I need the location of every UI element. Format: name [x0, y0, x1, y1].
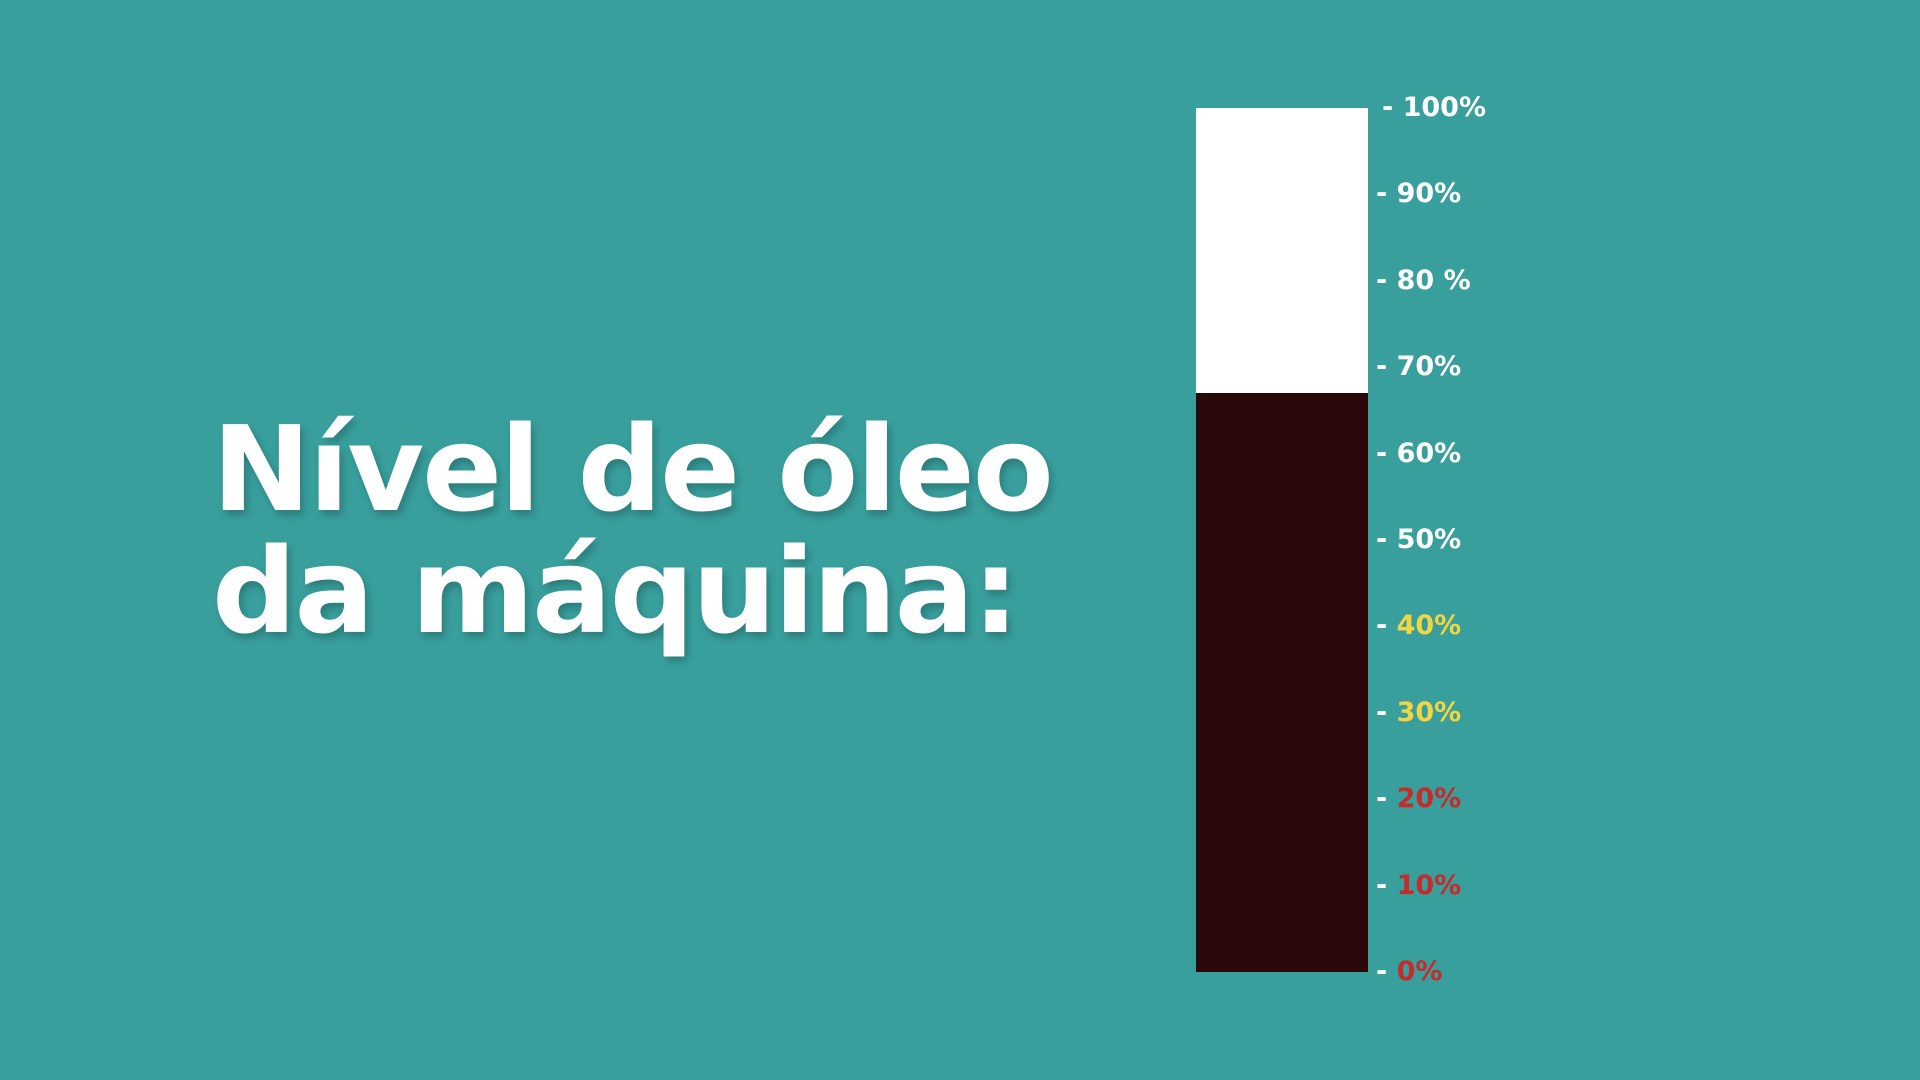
page-title: Nível de óleo da máquina:: [212, 408, 1112, 652]
scale-tick-label: 60%: [1396, 437, 1462, 469]
scale-tick-60: - 60%: [1376, 436, 1461, 472]
scale-tick-label: 20%: [1396, 783, 1462, 815]
title-line-1: Nível de óleo: [212, 400, 1054, 538]
scale-tick-0: - 0%: [1376, 954, 1442, 990]
scale-tick-20: - 20%: [1376, 781, 1461, 817]
oil-level-gauge: [1196, 108, 1368, 972]
scale-tick-10: - 10%: [1376, 868, 1461, 904]
title-line-2: da máquina:: [212, 522, 1020, 660]
scale-tick-100: - 100%: [1382, 90, 1486, 126]
scale-tick-label: 30%: [1396, 696, 1462, 728]
gauge-scale: - 100% - 90% - 80 % - 70% - 60% - 50% - 40% - 3…: [1376, 0, 1636, 1080]
scale-tick-90: - 90%: [1376, 176, 1461, 212]
scale-tick-80: - 80 %: [1376, 263, 1471, 299]
scale-tick-50: - 50%: [1376, 522, 1461, 558]
scale-tick-dash: -: [1382, 92, 1403, 123]
scale-tick-40: - 40%: [1376, 608, 1461, 644]
scale-tick-dash: -: [1376, 524, 1397, 555]
scale-tick-label: 70%: [1396, 351, 1462, 383]
oil-level-fill: [1196, 393, 1368, 972]
scale-tick-dash: -: [1376, 351, 1397, 383]
scale-tick-70: - 70%: [1376, 349, 1461, 385]
scale-tick-label: 90%: [1396, 178, 1462, 210]
scale-tick-dash: -: [1376, 610, 1397, 642]
scale-tick-label: 80 %: [1396, 264, 1471, 296]
scale-tick-dash: -: [1376, 264, 1397, 296]
scale-tick-label: 0%: [1396, 956, 1443, 987]
scale-tick-label: 100%: [1402, 92, 1487, 123]
scale-tick-label: 40%: [1396, 610, 1462, 642]
scale-tick-dash: -: [1376, 783, 1397, 815]
scale-tick-dash: -: [1376, 437, 1397, 469]
scale-tick-label: 50%: [1396, 524, 1462, 555]
scale-tick-30: - 30%: [1376, 695, 1461, 731]
scale-tick-dash: -: [1376, 178, 1397, 210]
scale-tick-dash: -: [1376, 696, 1397, 728]
scale-tick-label: 10%: [1396, 869, 1462, 901]
scale-tick-dash: -: [1376, 869, 1397, 901]
scale-tick-dash: -: [1376, 956, 1397, 987]
